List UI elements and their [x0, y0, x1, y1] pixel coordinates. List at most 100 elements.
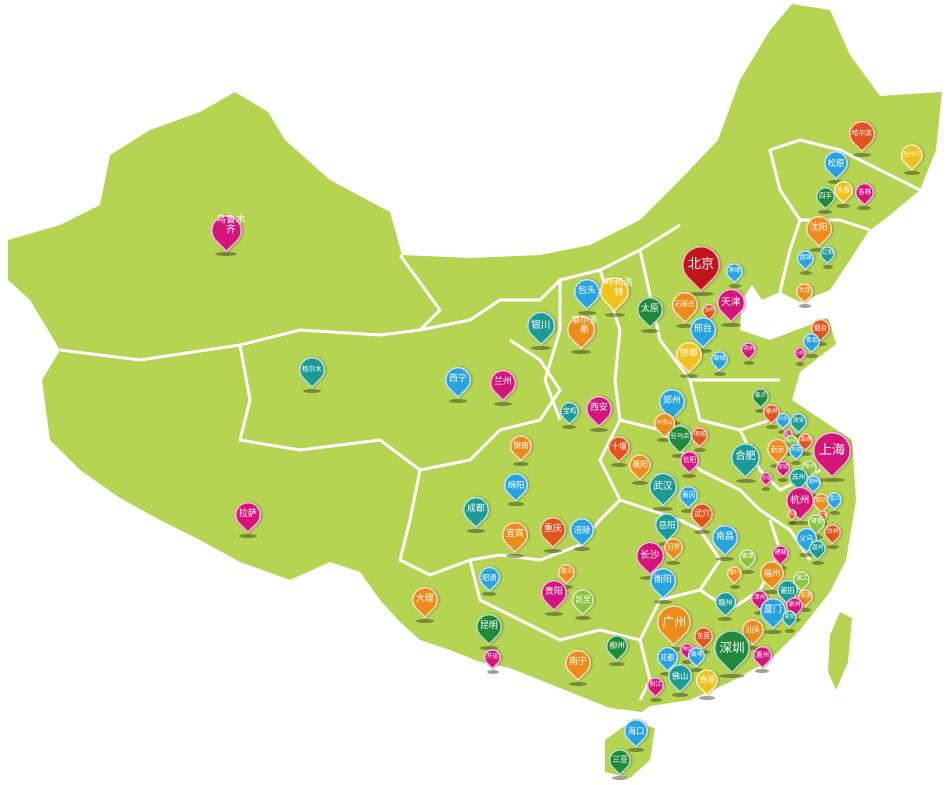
- city-pin[interactable]: 兰州: [484, 364, 522, 402]
- city-pin[interactable]: 柳州: [601, 630, 633, 662]
- city-pin[interactable]: 涪陵: [564, 512, 600, 548]
- city-pin-label: 银川: [531, 319, 551, 331]
- city-pin[interactable]: 昆明: [470, 608, 508, 646]
- city-pin[interactable]: 岳阳: [649, 507, 685, 543]
- pin-shadow: [513, 462, 529, 467]
- city-pin-label: 海安: [792, 417, 805, 425]
- pin-shadow: [800, 608, 812, 613]
- pin-shadow: [784, 629, 796, 634]
- city-pin-label: 临沂: [754, 392, 767, 400]
- city-pin-label: 滨州: [743, 346, 755, 353]
- pin-shadow: [569, 681, 587, 686]
- pin-shadow: [729, 585, 741, 590]
- city-pin[interactable]: 海口: [618, 713, 654, 749]
- city-pin[interactable]: 三亚: [604, 744, 636, 776]
- pin-shadow: [745, 646, 761, 651]
- pin-shadow: [578, 310, 596, 315]
- city-pin-label: 德清: [787, 510, 796, 516]
- pin-shadow: [531, 345, 551, 350]
- city-pin[interactable]: 格尔木: [293, 351, 331, 389]
- pin-shadow: [416, 618, 434, 623]
- pin-shadow: [904, 171, 920, 176]
- city-pin[interactable]: 广州: [649, 597, 699, 647]
- city-pin[interactable]: 芜湖: [757, 469, 775, 487]
- city-pin[interactable]: 德清: [784, 506, 800, 522]
- city-pin[interactable]: 香港: [691, 664, 723, 696]
- pin-shadow: [735, 479, 757, 484]
- city-pin[interactable]: 沈阳: [800, 210, 838, 248]
- pin-shadow: [632, 481, 648, 486]
- pin-shadow: [611, 463, 627, 468]
- city-pin[interactable]: 哈尔滨: [843, 115, 881, 153]
- city-pin-label: 盘锦: [799, 254, 812, 262]
- city-pin-label: 三亚: [612, 754, 628, 764]
- pin-shadow: [480, 645, 498, 650]
- city-pin[interactable]: 拉萨: [229, 496, 267, 534]
- city-pin-label: 日照: [795, 349, 805, 355]
- pin-shadow: [822, 265, 834, 270]
- city-pin-label: 凯里: [575, 594, 591, 604]
- city-pin-label: 承德: [728, 267, 741, 275]
- city-pin[interactable]: 赣州: [710, 587, 740, 617]
- city-pin-label: 天津: [721, 296, 741, 308]
- city-pin-label: 松原: [827, 157, 845, 168]
- city-pin-label: 台州: [826, 528, 839, 536]
- city-pin[interactable]: 西宁: [439, 361, 477, 399]
- city-pin-label: 鹰潭: [741, 553, 754, 561]
- city-pin[interactable]: 吉林: [850, 178, 878, 206]
- pin-shadow: [764, 629, 782, 634]
- pin-shadow: [215, 252, 237, 257]
- city-pin[interactable]: 成都: [457, 491, 495, 529]
- city-pin-label: 黎川: [729, 570, 741, 577]
- city-pin-label: 长沙: [640, 549, 660, 561]
- city-pin[interactable]: 松原: [818, 145, 854, 181]
- city-pin[interactable]: 西安: [580, 390, 618, 428]
- city-pin-label: 宜宾: [505, 529, 524, 540]
- city-pin[interactable]: 南京: [762, 434, 792, 464]
- city-pin-label: 温州: [811, 544, 824, 552]
- city-pin-label: 西宁: [448, 374, 467, 385]
- city-pin[interactable]: 信阳: [675, 446, 703, 474]
- city-pin[interactable]: 绵阳: [498, 467, 534, 503]
- city-pin[interactable]: 惠州: [748, 641, 776, 669]
- pin-shadow: [494, 401, 512, 406]
- city-pin-label: 鄂尔多斯: [571, 316, 598, 336]
- city-pin-label: 海口: [627, 725, 645, 736]
- city-pin[interactable]: 长春: [829, 176, 857, 204]
- pin-shadow: [653, 506, 673, 511]
- city-pin-label: 陇南: [513, 440, 529, 450]
- city-pin[interactable]: 凯里: [567, 584, 599, 616]
- city-pin-label: 包头: [577, 286, 596, 297]
- city-pin[interactable]: 昭通: [474, 562, 504, 592]
- city-pin-label: 武穴: [694, 508, 710, 518]
- city-pin[interactable]: 衡阳: [644, 562, 682, 600]
- city-pin[interactable]: 佛山: [662, 658, 698, 694]
- city-pin-label: 佛山: [671, 670, 689, 681]
- city-pin[interactable]: 大理: [406, 581, 444, 619]
- city-pin[interactable]: 深圳: [706, 622, 758, 674]
- pin-shadow: [699, 696, 715, 701]
- pin-shadow: [818, 478, 846, 483]
- city-pin-label: 东莞: [696, 631, 710, 640]
- city-pin[interactable]: 重庆: [534, 511, 572, 549]
- city-pin[interactable]: 南昌: [706, 519, 744, 557]
- city-pin[interactable]: 北京: [674, 238, 728, 292]
- city-pin-label: 上海: [818, 443, 846, 459]
- pin-shadow: [680, 373, 698, 378]
- city-pin[interactable]: 宝鸡: [555, 397, 583, 425]
- city-pin-label: 芜湖: [761, 474, 771, 480]
- city-pin[interactable]: 贵阳: [535, 574, 573, 612]
- city-pin[interactable]: 牡丹江: [896, 139, 928, 171]
- city-pin[interactable]: 陇南: [505, 430, 537, 462]
- pin-shadow: [729, 284, 741, 289]
- city-pin[interactable]: 宜宾: [496, 516, 534, 554]
- pin-shadow: [717, 616, 733, 621]
- pin-shadow: [575, 616, 591, 621]
- city-pin[interactable]: 日照: [791, 344, 809, 362]
- pin-shadow: [654, 599, 672, 604]
- city-pin[interactable]: 邯郸: [670, 336, 708, 374]
- pin-shadow: [806, 354, 818, 359]
- city-pin[interactable]: 南宁: [559, 644, 597, 682]
- pin-shadow: [778, 477, 788, 482]
- city-pin[interactable]: 太原: [631, 291, 669, 329]
